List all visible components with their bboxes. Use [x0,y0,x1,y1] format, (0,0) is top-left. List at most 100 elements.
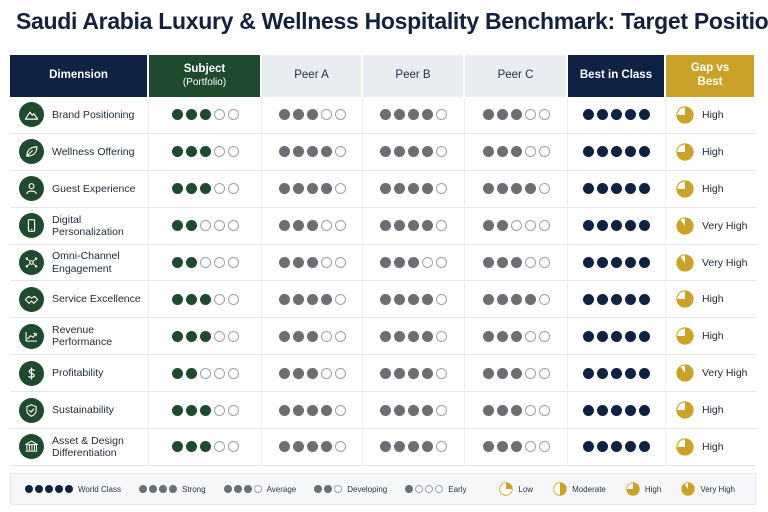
rating-dot [436,220,447,232]
rating-dot [227,330,239,342]
peer-b-rating [380,367,447,379]
rating-dot [292,367,304,379]
rating-dot [611,109,622,121]
rating-dot [524,330,536,342]
rating-dot [278,404,290,416]
rating-dot [292,257,304,268]
rating-dot [394,220,405,232]
rating-dot [524,220,536,232]
best-cell [568,170,666,208]
rating-dot [436,293,447,305]
rating-dot [278,330,290,342]
rating-dot [436,146,447,158]
rating-dot [597,146,608,158]
best-rating [583,109,650,121]
mountain-icon [19,102,44,128]
peer-a-cell [262,244,363,282]
header-dimension: Dimension [10,55,149,97]
gap-pie-icon [676,106,694,124]
gap-label: High [702,330,724,343]
rating-dot [171,220,183,232]
rating-dot [292,404,304,416]
rating-dot [510,441,522,453]
legend-dot [168,485,177,493]
peer-b-rating [380,330,447,342]
header-gap-vs-best: Gap vs Best [666,55,756,97]
rating-dot [408,109,419,121]
rating-dot [496,367,508,379]
dimension-cell-asset-design-differentiation: Asset & Design Differentiation [10,429,149,466]
rating-dot [394,109,405,121]
rating-dot [538,330,550,342]
peer-c-cell [465,355,568,393]
rating-dot [496,183,508,195]
subject-cell [149,207,262,245]
peer-a-cell [262,429,363,466]
legend-dot [435,485,444,493]
peer-b-cell [363,355,465,393]
legend-dot [25,485,33,493]
best-cell [568,429,666,466]
gap-cell: High [666,134,756,171]
gap-cell: High [666,281,756,319]
rating-dot [320,293,332,305]
rating-dot [510,146,522,158]
rating-dot [408,293,419,305]
handshake-icon [19,286,44,312]
peer-a-cell [262,133,363,171]
best-cell [568,97,666,134]
legend-dot [158,485,167,493]
subject-rating [171,330,239,342]
rating-dot [278,293,290,305]
rating-dot [213,293,225,305]
legend-dot [415,485,424,493]
legend-dot [148,485,157,493]
benchmark-table: Dimension Subject (Portfolio) Peer A Pee… [10,55,756,466]
rating-dot [436,109,447,121]
gap-label: Very High [702,367,748,380]
network-icon [19,250,44,275]
best-cell [568,281,666,319]
gap-cell: Very High [666,245,756,282]
gap-cell: Very High [666,355,756,393]
rating-dot [482,441,494,453]
rating-dot [611,441,622,453]
rating-dot [334,183,346,195]
rating-dot [436,330,447,342]
legend-dot [425,485,434,493]
rating-dot [213,330,225,342]
dimension-cell-guest-experience: Guest Experience [10,170,149,208]
legend-gap-label: Low [518,484,534,494]
peer-b-cell [363,318,465,356]
rating-dot [597,441,608,453]
rating-dot [320,146,332,158]
rating-dot [496,330,508,342]
gap-pie-icon [676,438,694,456]
subject-rating [171,257,239,268]
peer-c-cell [465,97,568,134]
legend-dot [253,485,262,493]
peer-a-rating [278,441,346,453]
rating-dot [524,183,536,195]
building-icon [19,434,44,460]
gap-pie-icon [676,216,694,235]
rating-dot [625,293,636,305]
rating-dot [320,220,332,232]
rating-dot [171,404,183,416]
peer-a-cell [262,97,363,134]
rating-dot [306,146,318,158]
best-rating [583,441,650,453]
rating-dot [510,404,522,416]
peer-a-cell [262,318,363,356]
peer-c-cell [465,170,568,208]
rating-dot [625,367,636,379]
rating-dot [611,330,622,342]
rating-dot [583,257,594,268]
peer-b-rating [380,109,447,121]
rating-dot [213,220,225,232]
header-subject-sublabel: (Portfolio) [182,76,227,88]
rating-dot [185,441,197,453]
rating-dot [185,367,197,379]
legend-dot [138,485,147,493]
gap-pie-icon [676,364,694,382]
